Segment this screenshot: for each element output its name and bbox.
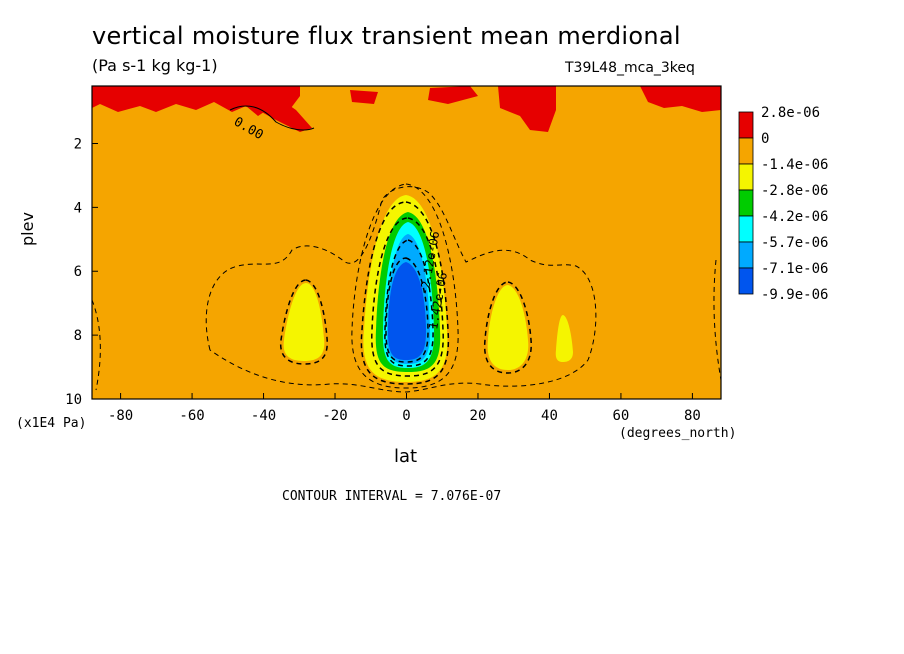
contour-zero-top — [229, 105, 315, 131]
colorbar-swatch — [738, 111, 754, 139]
colorbar-swatch — [738, 189, 754, 217]
contour-right-edge — [713, 259, 721, 381]
x-tick-label: 0 — [402, 408, 410, 424]
colorbar-swatch — [738, 163, 754, 191]
x-tick-label: -60 — [179, 408, 204, 424]
colorbar-label: -2.8e-06 — [761, 183, 828, 199]
colorbar-swatch — [738, 241, 754, 269]
contour-lobe-north — [483, 281, 532, 374]
positive-region-equatorial — [428, 86, 478, 104]
x-tick-label: 80 — [684, 408, 701, 424]
contour-left-edge — [92, 299, 101, 391]
y-tick-label: 8 — [74, 328, 82, 344]
colorbar-label: 0 — [761, 131, 769, 147]
y-tick-label: 2 — [74, 136, 82, 152]
x-tick-label: 60 — [613, 408, 630, 424]
positive-region-south-tongue — [236, 92, 312, 132]
colorbar: 2.8e-06 0 -1.4e-06 -2.8e-06 -4.2e-06 -5.7e-06… — [738, 105, 828, 303]
colorbar-label: -5.7e-06 — [761, 235, 828, 251]
x-axis-label: lat — [394, 446, 418, 467]
contour-plume-inner-4 — [385, 257, 429, 363]
x-tick-label: 20 — [470, 408, 487, 424]
y-tick-label: 4 — [74, 200, 82, 216]
colorbar-label: -9.9e-06 — [761, 287, 828, 303]
y-tick-label: 10 — [65, 392, 82, 408]
positive-region-northern-midlat — [498, 86, 556, 132]
colorbar-swatch — [738, 267, 754, 295]
x-axis: -80 -60 -40 -20 0 20 40 60 80 — [108, 393, 701, 424]
colorbar-label: -1.4e-06 — [761, 157, 828, 173]
y-unit-label: (x1E4 Pa) — [16, 416, 87, 431]
colorbar-label: 2.8e-06 — [761, 105, 820, 121]
contour-plume-inner-2 — [371, 217, 444, 377]
colorbar-label: -4.2e-06 — [761, 209, 828, 225]
plume-core — [388, 262, 426, 360]
x-tick-label: -80 — [108, 408, 133, 424]
contour-interval-text: CONTOUR INTERVAL = 7.076E-07 — [282, 489, 502, 504]
contour-outer — [205, 186, 597, 393]
chart-title: vertical moisture flux transient mean me… — [92, 22, 681, 50]
x-tick-label: -20 — [322, 408, 347, 424]
positive-region-northern-high-lat — [640, 86, 721, 112]
positive-region-southern-midlat — [350, 90, 378, 104]
colorbar-swatch — [738, 215, 754, 243]
yellow-lobe-north-small — [555, 315, 573, 362]
yellow-lobe-north — [487, 285, 529, 370]
x-tick-label: 40 — [541, 408, 558, 424]
chart-units: (Pa s-1 kg kg-1) — [92, 56, 218, 75]
contour-plume-inner-3 — [384, 239, 434, 367]
yellow-lobe-south — [283, 283, 325, 361]
y-axis: 2 4 6 8 10 — [65, 136, 98, 408]
x-unit-label: (degrees_north) — [619, 426, 737, 441]
dataset-label: T39L48_mca_3keq — [565, 60, 695, 76]
x-tick-label: -40 — [251, 408, 276, 424]
plot-area: 0.00 1.42e-06 -2.12e-06 — [92, 86, 721, 399]
contour-lines — [92, 105, 721, 393]
colorbar-swatch — [738, 137, 754, 165]
contour-lobe-south — [279, 279, 328, 365]
y-axis-label: plev — [18, 212, 37, 246]
contour-plume-outer — [351, 183, 459, 389]
y-tick-label: 6 — [74, 264, 82, 280]
colorbar-label: -7.1e-06 — [761, 261, 828, 277]
